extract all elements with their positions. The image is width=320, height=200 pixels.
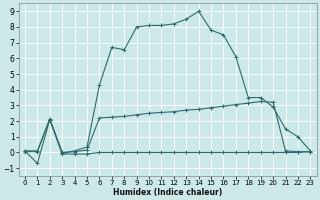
X-axis label: Humidex (Indice chaleur): Humidex (Indice chaleur)	[113, 188, 222, 197]
